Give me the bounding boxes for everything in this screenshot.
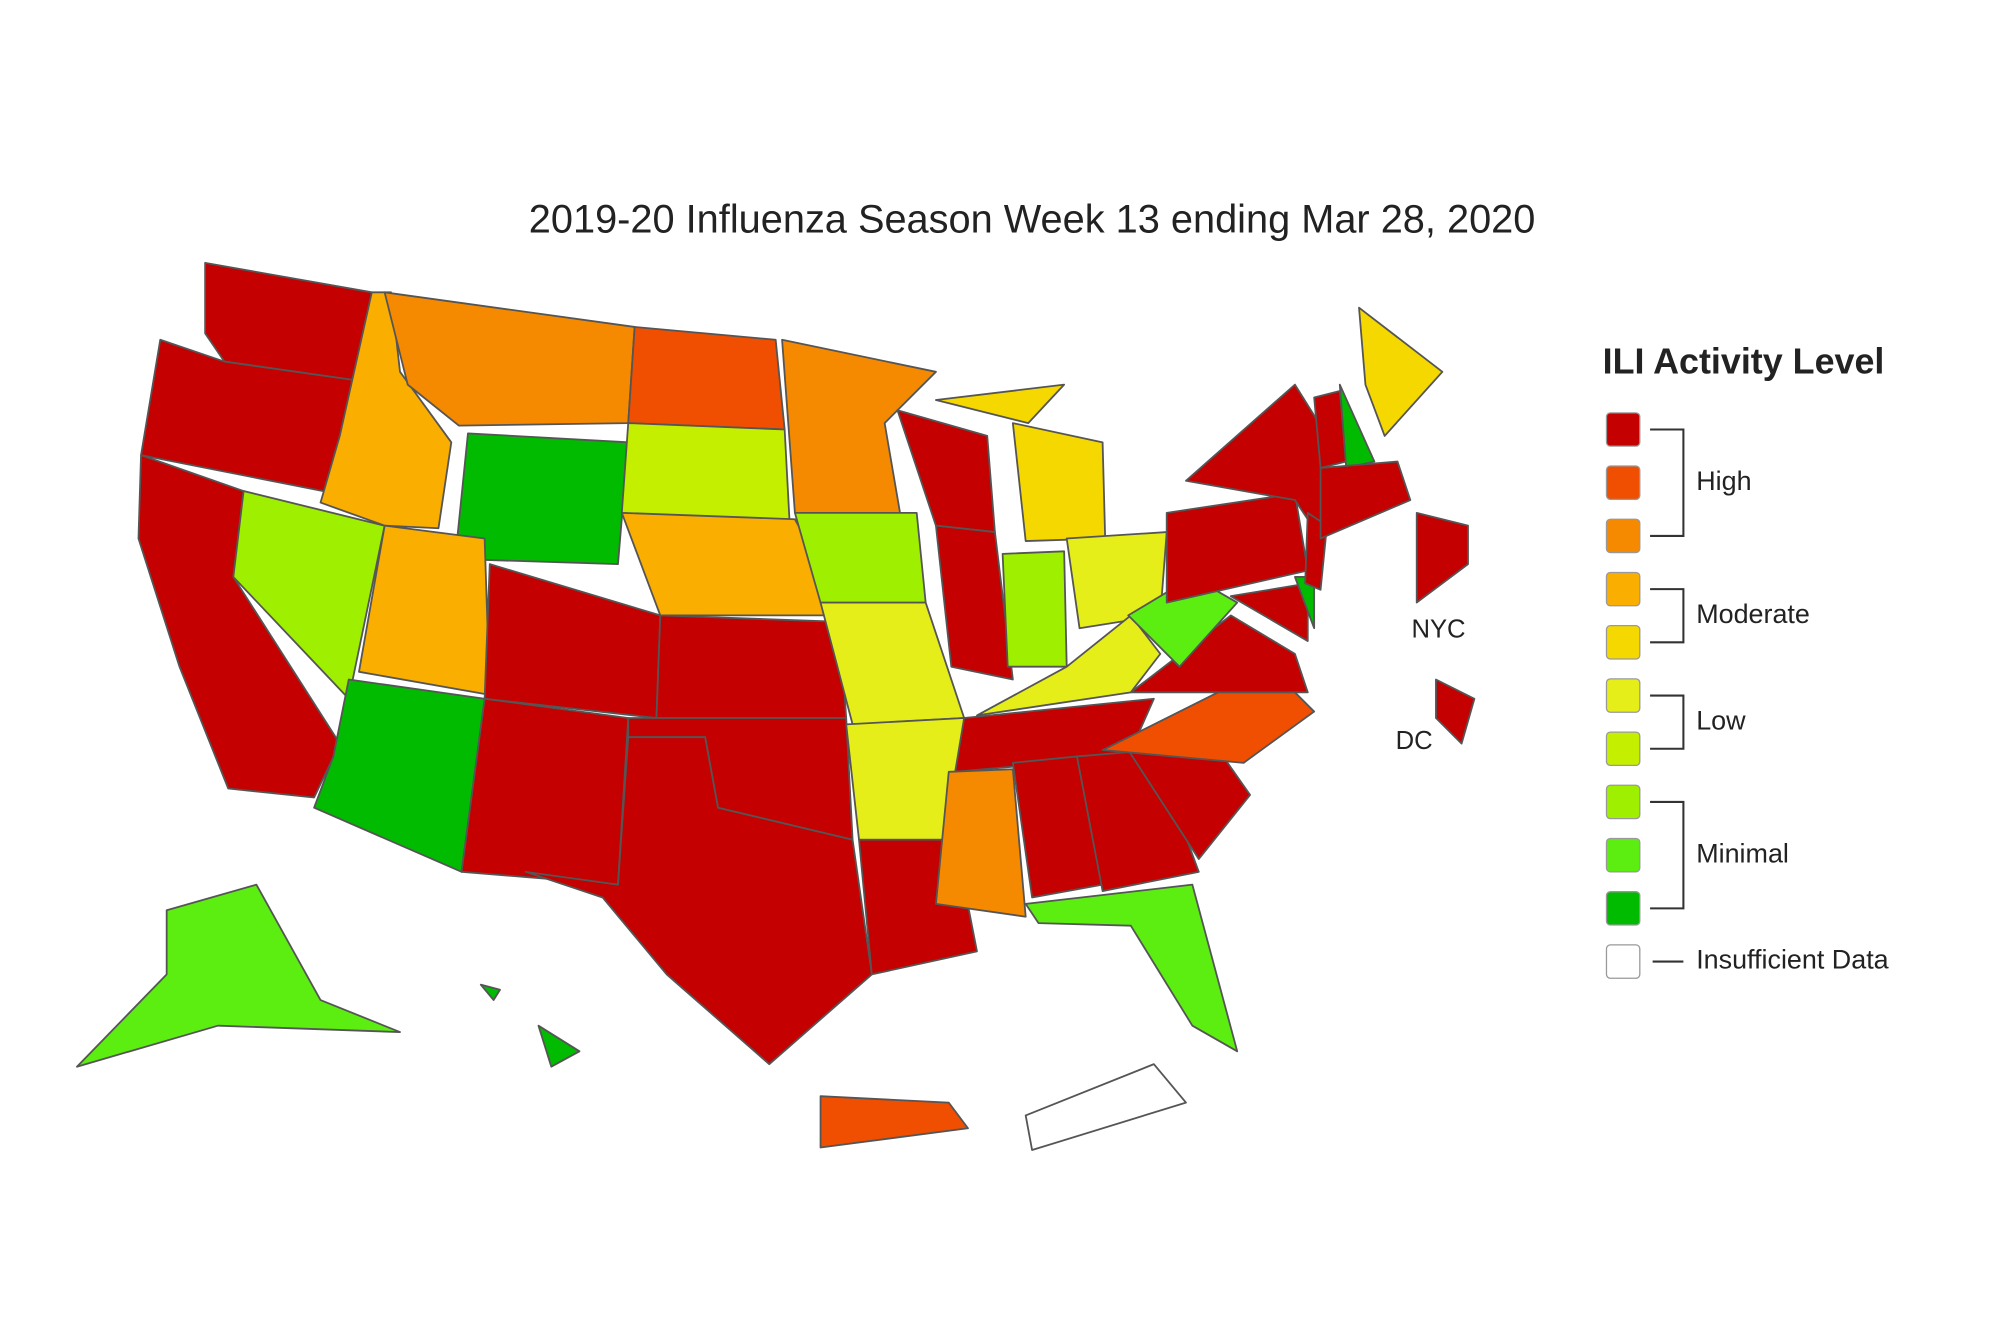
region <box>383 291 636 427</box>
map-title: 2019-20 Influenza Season Week 13 ending … <box>529 197 1536 241</box>
region <box>460 697 630 886</box>
region <box>1435 678 1476 745</box>
region <box>479 983 501 1001</box>
region <box>620 422 791 527</box>
legend-title: ILI Activity Level <box>1603 342 1885 382</box>
region <box>976 614 1162 717</box>
region <box>781 338 937 514</box>
region <box>819 1095 969 1149</box>
region <box>627 326 786 431</box>
legend-group-label: Moderate <box>1696 599 1810 629</box>
region <box>76 883 401 1068</box>
legend-bracket <box>1650 428 1685 537</box>
legend-swatch <box>1605 784 1641 820</box>
legend-swatch <box>1605 678 1641 713</box>
region <box>1415 511 1469 604</box>
region <box>313 678 486 873</box>
legend-swatch <box>1605 731 1641 767</box>
region <box>935 383 1066 424</box>
legend-swatch <box>1605 412 1641 447</box>
region <box>935 524 1014 681</box>
region <box>935 768 1027 918</box>
legend-swatch <box>1605 944 1641 979</box>
legend-bracket <box>1650 694 1685 750</box>
region <box>1358 306 1444 437</box>
region <box>1024 883 1239 1053</box>
legend-swatch <box>1605 891 1641 926</box>
legend-insufficient-label: Insufficient Data <box>1696 945 1888 975</box>
region <box>1011 422 1107 542</box>
region <box>655 614 848 719</box>
region <box>1024 1063 1187 1151</box>
region <box>483 563 662 719</box>
legend-swatch <box>1605 837 1641 873</box>
map-canvas: 2019-20 Influenza Season Week 13 ending … <box>76 197 1889 1151</box>
legend-swatch <box>1605 518 1641 554</box>
legend: High Moderate Low Minimal Insufficient Data <box>1605 412 1889 979</box>
legend-swatch <box>1605 465 1641 501</box>
region <box>537 1024 581 1068</box>
legend-group-label: Minimal <box>1696 838 1789 868</box>
region <box>1319 460 1412 540</box>
region <box>524 736 873 1066</box>
dc-label: DC <box>1396 727 1433 755</box>
nyc-label: NYC <box>1411 616 1465 644</box>
legend-bracket <box>1650 800 1685 910</box>
legend-bracket <box>1650 588 1685 644</box>
legend-swatch <box>1605 625 1641 660</box>
legend-swatch <box>1605 571 1641 607</box>
region <box>454 432 630 566</box>
legend-group-label: High <box>1696 466 1751 496</box>
legend-group-label: Low <box>1696 705 1746 735</box>
regions <box>76 261 1476 1151</box>
region <box>1001 550 1068 668</box>
